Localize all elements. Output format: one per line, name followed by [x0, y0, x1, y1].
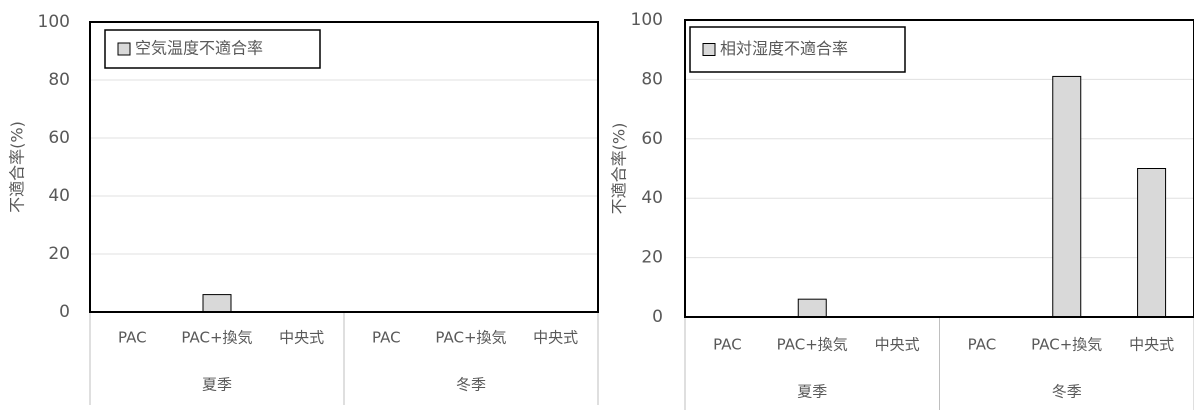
legend-label: 空気温度不適合率: [135, 39, 263, 58]
y-tick-label: 60: [641, 129, 663, 149]
legend-swatch: [702, 43, 716, 56]
x-tick-label: 中央式: [1129, 336, 1174, 354]
group-label: 夏季: [797, 383, 827, 401]
y-tick-label: 20: [48, 244, 70, 264]
group-label: 冬季: [1052, 383, 1082, 401]
y-tick-label: 80: [641, 69, 663, 89]
y-tick-label: 100: [38, 12, 70, 32]
legend-swatch: [117, 42, 131, 56]
x-tick-label: 中央式: [875, 336, 920, 354]
bar: [202, 294, 232, 313]
x-tick-label: PAC: [372, 329, 401, 347]
x-tick-label: 中央式: [533, 329, 578, 347]
y-tick-label: 40: [641, 188, 663, 208]
y-tick-label: 20: [641, 248, 663, 268]
x-tick-label: 中央式: [279, 329, 324, 347]
plot-border: [89, 21, 599, 313]
x-tick-label: PAC+換気: [1031, 336, 1102, 354]
y-tick-label: 0: [652, 307, 663, 327]
group-label: 冬季: [456, 376, 486, 394]
x-tick-label: PAC+換気: [181, 329, 252, 347]
legend-box: [104, 29, 321, 69]
x-tick-label: PAC: [713, 336, 742, 354]
y-tick-label: 0: [59, 302, 70, 322]
bar: [1137, 168, 1167, 318]
bar: [1052, 75, 1082, 318]
legend-label: 相対湿度不適合率: [720, 39, 848, 58]
x-tick-label: PAC: [118, 329, 147, 347]
x-tick-label: PAC+換気: [435, 329, 506, 347]
y-tick-label: 40: [48, 186, 70, 206]
x-tick-label: PAC: [968, 336, 997, 354]
plot-border: [684, 19, 1194, 318]
y-tick-label: 60: [48, 128, 70, 148]
y-tick-label: 100: [631, 10, 663, 30]
y-axis-label: 不適合率(%): [8, 121, 27, 213]
legend-box: [689, 26, 906, 73]
bar: [797, 298, 827, 318]
x-tick-label: PAC+換気: [777, 336, 848, 354]
group-label: 夏季: [202, 376, 232, 394]
y-tick-label: 80: [48, 70, 70, 90]
y-axis-label: 不適合率(%): [610, 123, 629, 215]
